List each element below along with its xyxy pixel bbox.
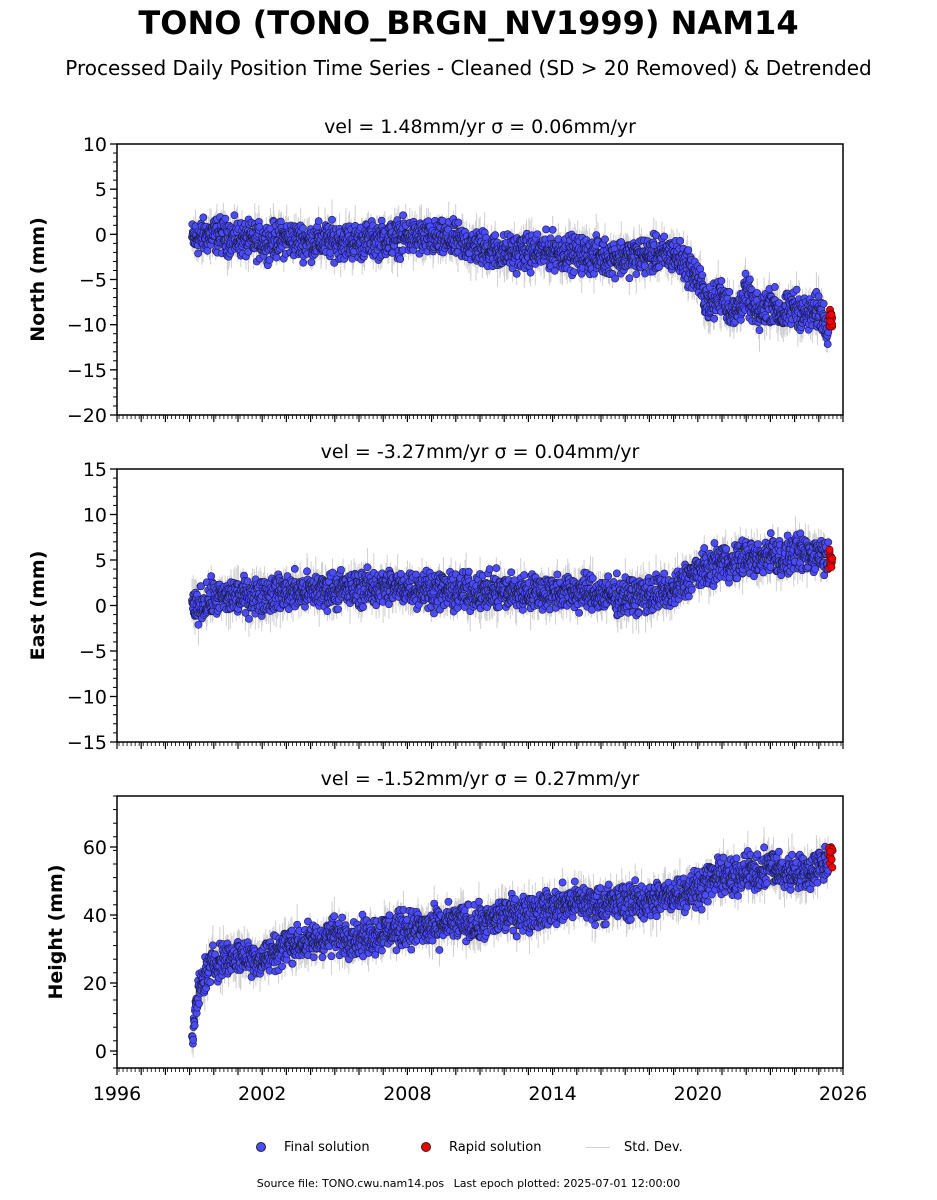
final-solution-points bbox=[188, 211, 833, 349]
data-point-final bbox=[299, 258, 308, 267]
data-point-final bbox=[823, 340, 832, 349]
data-point-final bbox=[660, 232, 669, 241]
data-point-rapid bbox=[827, 310, 836, 319]
data-point-final bbox=[611, 274, 620, 283]
data-point-final bbox=[542, 225, 550, 234]
data-point-final bbox=[717, 276, 726, 285]
panel-title: vel = 1.48mm/yr σ = 0.06mm/yr bbox=[324, 116, 636, 138]
data-point-final bbox=[230, 211, 239, 220]
data-point-final bbox=[243, 577, 252, 586]
data-point-final bbox=[548, 226, 557, 234]
data-point-final bbox=[755, 326, 764, 335]
data-point-final bbox=[396, 255, 405, 263]
data-point-final bbox=[814, 292, 823, 301]
data-point-final bbox=[245, 614, 253, 623]
data-point-final bbox=[272, 253, 281, 262]
data-point-final bbox=[676, 236, 685, 245]
data-point-final bbox=[307, 258, 316, 267]
data-point-final bbox=[221, 214, 230, 223]
y-tick-label: −5 bbox=[79, 270, 107, 292]
data-point-final bbox=[745, 275, 754, 284]
data-point-final bbox=[207, 572, 216, 581]
data-point-final bbox=[632, 270, 641, 279]
y-tick-label: 5 bbox=[95, 179, 107, 201]
data-point-final bbox=[399, 211, 408, 220]
data-point-final bbox=[725, 288, 734, 296]
data-point-final bbox=[698, 271, 707, 280]
data-point-final bbox=[819, 299, 828, 308]
data-point-final bbox=[491, 231, 500, 240]
data-point-final bbox=[328, 215, 336, 224]
y-tick-label: −15 bbox=[67, 360, 107, 382]
data-point-final bbox=[265, 256, 274, 264]
data-point-final bbox=[684, 246, 693, 255]
data-point-final bbox=[512, 270, 521, 278]
data-point-final bbox=[569, 268, 578, 276]
y-tick-label: 0 bbox=[95, 224, 107, 246]
plot-frame bbox=[116, 143, 844, 416]
data-point-final bbox=[625, 274, 634, 283]
data-point-final bbox=[199, 213, 208, 222]
data-point-final bbox=[792, 285, 801, 294]
y-tick-label: −10 bbox=[67, 315, 107, 337]
data-point-final bbox=[601, 235, 609, 244]
y-axis-label: North (mm) bbox=[27, 217, 49, 342]
panel-north: −20 −15 −10 −5 0 5 10 vel = 1.48mm/yr σ = 0.06m… bbox=[27, 116, 844, 427]
data-point-final bbox=[533, 230, 542, 239]
data-point-final bbox=[640, 261, 649, 270]
data-point-final bbox=[299, 224, 307, 233]
y-tick-label: −20 bbox=[67, 405, 107, 427]
data-point-final bbox=[710, 314, 719, 323]
data-point-final bbox=[194, 620, 203, 629]
data-point-final bbox=[194, 249, 203, 258]
data-point-final bbox=[326, 248, 335, 257]
chart-subtitle: Processed Daily Position Time Series - C… bbox=[65, 56, 872, 80]
data-point-final bbox=[526, 268, 535, 277]
data-point-final bbox=[454, 218, 463, 227]
y-tick-label: 10 bbox=[83, 134, 107, 156]
rapid-solution-points bbox=[825, 305, 837, 331]
data-point-final bbox=[770, 283, 779, 291]
data-point-final bbox=[314, 217, 323, 226]
chart-title: TONO (TONO_BRGN_NV1999) NAM14 bbox=[138, 4, 799, 42]
